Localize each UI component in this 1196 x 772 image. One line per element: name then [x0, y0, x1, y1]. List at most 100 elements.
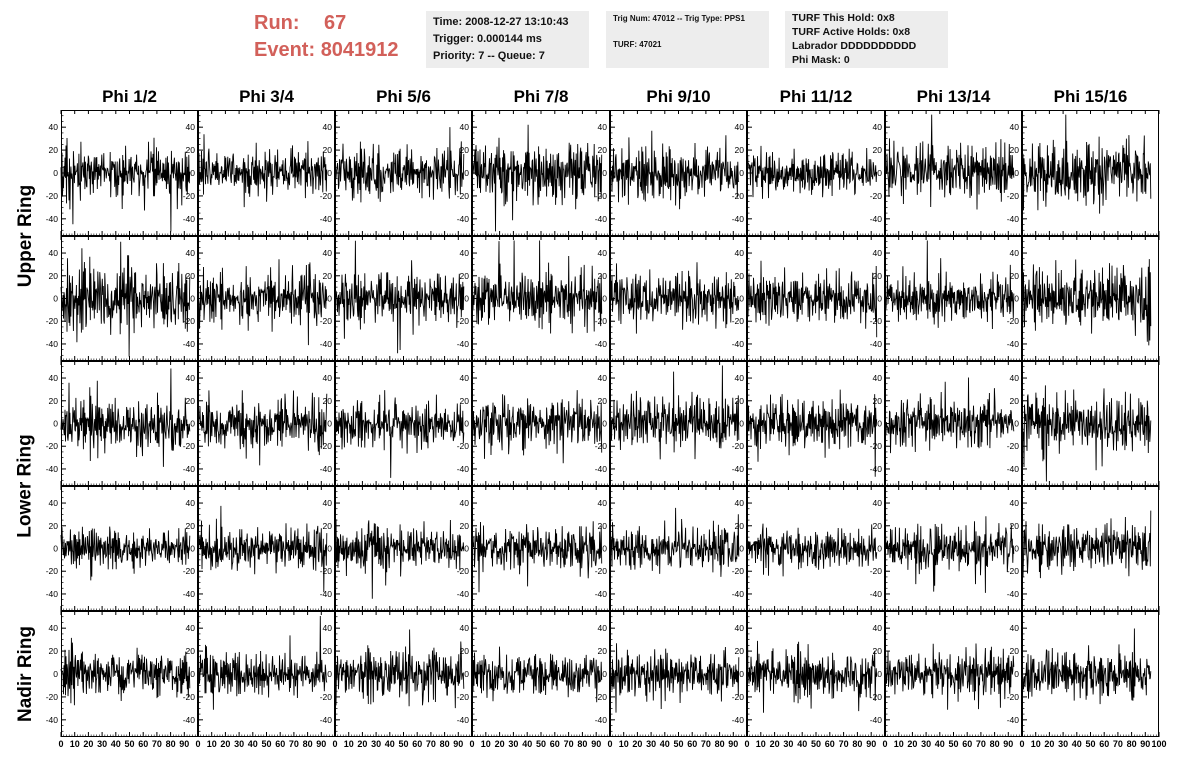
x-tick-label: 60 — [825, 739, 835, 749]
y-tick-label: -40 — [46, 589, 59, 599]
panel-r1-c5: -40 -20 0 20 40 — [595, 110, 748, 236]
x-tick-label: 40 — [111, 739, 121, 749]
y-tick-label: 20 — [873, 271, 883, 281]
x-tick-label: 30 — [921, 739, 931, 749]
x-tick-label: 90 — [453, 739, 463, 749]
waveform-trace — [1021, 385, 1152, 482]
column-header-6: Phi 11/12 — [779, 87, 853, 106]
x-tick-label: 80 — [166, 739, 176, 749]
waveform-trace — [60, 368, 191, 467]
y-tick-label: 40 — [735, 122, 745, 132]
x-tick-label: 20 — [357, 739, 367, 749]
panel-r2-c6: -40 -20 0 20 40 — [732, 236, 886, 361]
waveform-trace — [197, 505, 328, 593]
y-tick-label: 20 — [1010, 145, 1020, 155]
y-tick-label: 20 — [186, 271, 196, 281]
y-tick-label: 0 — [877, 669, 882, 679]
x-tick-label: 60 — [962, 739, 972, 749]
y-tick-label: 0 — [1014, 669, 1019, 679]
y-tick-label: -20 — [183, 441, 196, 451]
column-header-8: Phi 15/16 — [1053, 87, 1128, 106]
x-tick-label: 0 — [882, 739, 887, 749]
y-tick-label: 0 — [602, 419, 607, 429]
y-tick-label: 0 — [1014, 168, 1019, 178]
panel-r2-c5: -40 -20 0 20 40 — [595, 236, 748, 361]
y-tick-label: -20 — [457, 441, 470, 451]
y-tick-label: -40 — [457, 214, 470, 224]
y-tick-label: 0 — [190, 669, 195, 679]
y-tick-label: 20 — [873, 521, 883, 531]
y-tick-label: 0 — [739, 419, 744, 429]
y-tick-label: 0 — [602, 168, 607, 178]
y-tick-label: 40 — [598, 248, 608, 258]
phi-mask-text: Phi Mask: 0 — [792, 54, 850, 66]
y-tick-label: 0 — [190, 419, 195, 429]
x-tick-label: 50 — [1085, 739, 1095, 749]
column-header-2: Phi 3/4 — [239, 87, 294, 106]
y-tick-label: 20 — [323, 521, 333, 531]
panel-r1-c4: -40 -20 0 20 40 — [457, 110, 611, 236]
y-tick-label: 20 — [598, 396, 608, 406]
panel-r3-c7: -40 -20 0 20 40 — [870, 361, 1023, 486]
y-tick-label: -20 — [595, 566, 608, 576]
column-header-1: Phi 1/2 — [102, 87, 157, 106]
x-tick-label: 10 — [1031, 739, 1041, 749]
panel-r1-c6: -40 -20 0 20 40 — [732, 110, 886, 236]
y-tick-label: -20 — [457, 566, 470, 576]
y-tick-label: -40 — [1007, 339, 1020, 349]
x-tick-label: 30 — [783, 739, 793, 749]
x-tick-label: 20 — [907, 739, 917, 749]
y-tick-label: 0 — [602, 544, 607, 554]
waveform-trace — [60, 241, 191, 357]
y-tick-label: -20 — [870, 441, 883, 451]
y-tick-label: 40 — [49, 498, 59, 508]
y-tick-label: 20 — [323, 396, 333, 406]
x-tick-label: 50 — [536, 739, 546, 749]
y-tick-label: -40 — [183, 339, 196, 349]
run-event-block: Run: 67 Event: 8041912 — [254, 10, 399, 64]
y-tick-label: -20 — [870, 191, 883, 201]
panel-r2-c4: -40 -20 0 20 40 — [457, 236, 611, 361]
y-tick-label: -20 — [870, 316, 883, 326]
turf-num-text: TURF: 47021 — [613, 40, 662, 49]
waveform-trace — [60, 526, 191, 581]
waveform-trace — [746, 523, 878, 577]
x-tick-label: 10 — [894, 739, 904, 749]
y-tick-label: -40 — [732, 214, 745, 224]
x-tick-label: 40 — [935, 739, 945, 749]
y-tick-label: -20 — [183, 566, 196, 576]
y-tick-label: 40 — [1010, 623, 1020, 633]
x-tick-label: 10 — [70, 739, 80, 749]
y-tick-label: 20 — [598, 521, 608, 531]
y-tick-label: 20 — [735, 145, 745, 155]
x-tick-label: 40 — [385, 739, 395, 749]
x-tick-label: 30 — [1058, 739, 1068, 749]
x-tick-label: 40 — [248, 739, 258, 749]
y-tick-label: 40 — [323, 623, 333, 633]
y-tick-label: 20 — [1010, 646, 1020, 656]
y-tick-label: -40 — [46, 464, 59, 474]
waveform-trace — [197, 615, 328, 710]
y-tick-label: 20 — [735, 271, 745, 281]
y-tick-label: -40 — [457, 589, 470, 599]
turf-active-holds-text: TURF Active Holds: 0x8 — [792, 26, 911, 38]
waveform-trace — [197, 390, 328, 466]
y-tick-label: 20 — [873, 646, 883, 656]
event-line: Event: 8041912 — [254, 37, 399, 64]
y-tick-label: -20 — [183, 316, 196, 326]
y-tick-label: 40 — [1010, 248, 1020, 258]
y-tick-label: 0 — [739, 294, 744, 304]
waveform-trace — [884, 643, 1015, 710]
y-tick-label: 40 — [49, 122, 59, 132]
y-tick-label: -40 — [46, 214, 59, 224]
y-tick-label: -40 — [1007, 464, 1020, 474]
x-tick-label: 10 — [344, 739, 354, 749]
y-tick-label: 0 — [53, 669, 58, 679]
panel-r4-c6: -40 -20 0 20 40 — [732, 486, 886, 611]
y-tick-label: 20 — [735, 396, 745, 406]
y-tick-label: 20 — [873, 145, 883, 155]
trig-num-text: Trig Num: 47012 -- Trig Type: PPS1 — [613, 14, 745, 23]
y-tick-label: 40 — [873, 623, 883, 633]
